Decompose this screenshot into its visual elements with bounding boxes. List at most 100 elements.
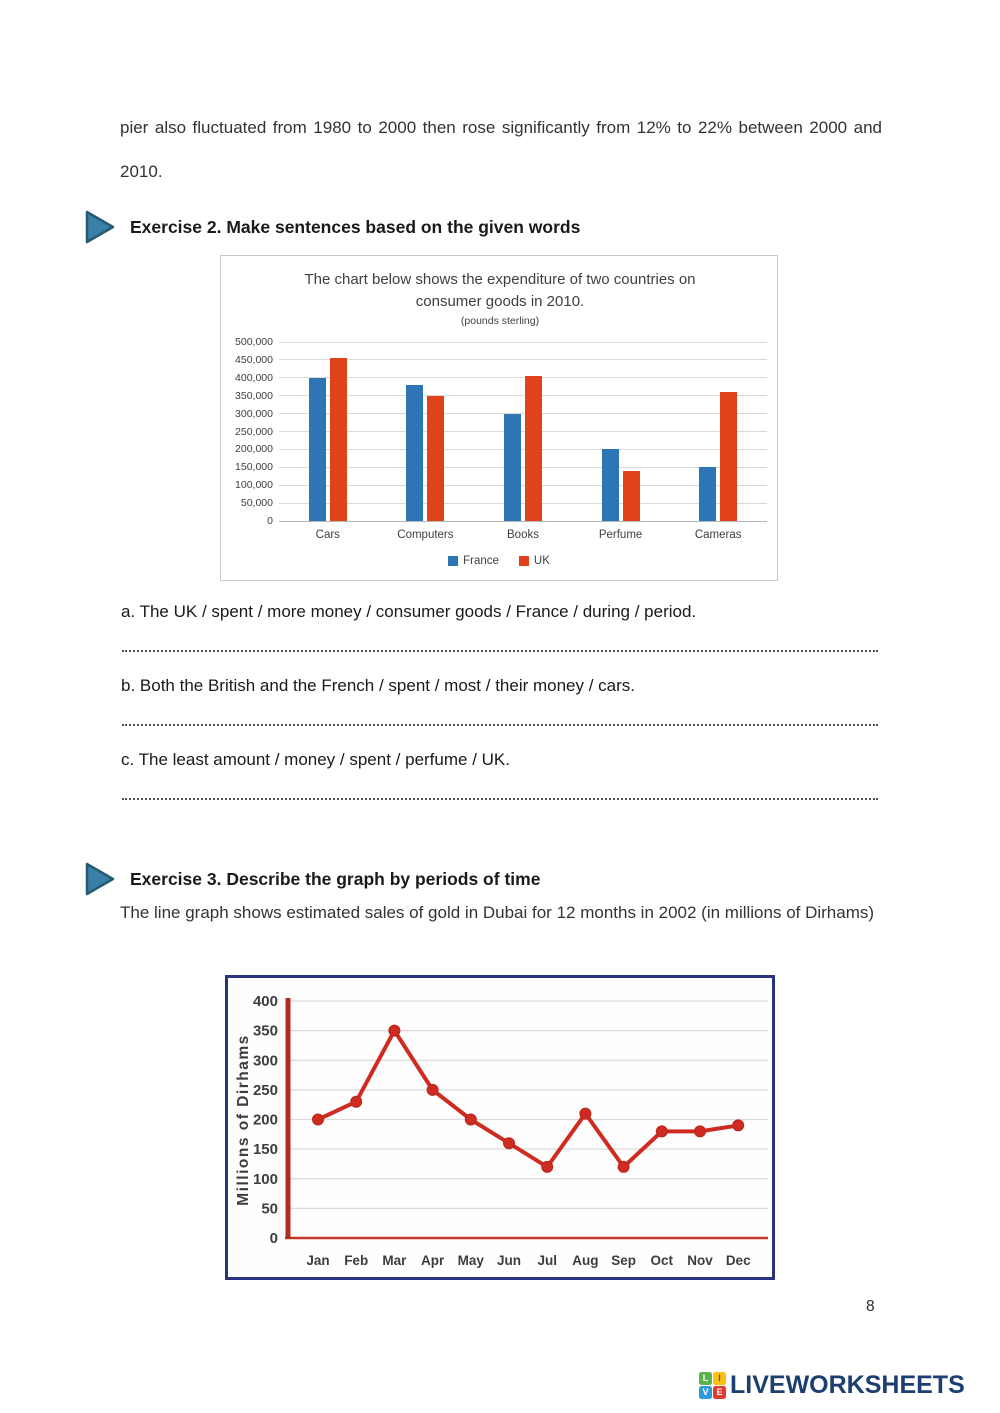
bar-uk-cameras — [720, 392, 738, 521]
liveworksheets-logo-text: LIVEWORKSHEETS — [730, 1371, 965, 1399]
exercise3-description: The line graph shows estimated sales of … — [120, 903, 875, 922]
line-y-tick: 250 — [253, 1082, 278, 1099]
bar-gridline — [279, 448, 767, 450]
line-marker-jul — [541, 1160, 554, 1173]
line-y-tick: 0 — [270, 1230, 278, 1247]
line-y-axis-title: Millions of Dirhams — [235, 1034, 252, 1205]
line-x-label-mar: Mar — [382, 1253, 407, 1268]
line-x-label-may: May — [458, 1253, 485, 1268]
answer-line-b[interactable] — [122, 708, 878, 726]
line-marker-sep — [617, 1160, 630, 1173]
line-marker-apr — [426, 1083, 439, 1096]
bar-y-tick: 400,000 — [235, 371, 273, 384]
bar-gridline — [279, 431, 767, 432]
question-b: b. Both the British and the French / spe… — [121, 676, 636, 695]
bar-chart-y-axis: 500,000 450,000 400,000 350,000 300,000 250,0… — [221, 336, 273, 527]
bar-france-books — [503, 413, 521, 521]
bar-y-tick: 450,000 — [235, 353, 273, 366]
answer-line-c[interactable] — [122, 782, 878, 800]
bar-group-books — [503, 376, 542, 521]
line-marker-may — [464, 1113, 477, 1126]
bar-gridline — [279, 502, 767, 504]
logo-tile-e: E — [713, 1386, 726, 1399]
line-chart-canvas: 0 50 100 150 200 250 300 350 400 Jan Feb Mar Apr May J… — [235, 993, 768, 1268]
bar-group-computers — [406, 384, 445, 521]
bar-gridline — [279, 341, 767, 343]
bar-france-cameras — [699, 467, 717, 521]
bar-uk-perfume — [622, 470, 640, 521]
answer-line-a[interactable] — [122, 634, 878, 652]
bar-chart-title: The chart below shows the expenditure of… — [304, 271, 696, 310]
triangle-arrow-icon — [85, 862, 115, 896]
line-x-label-jun: Jun — [497, 1253, 521, 1268]
line-x-label-dec: Dec — [726, 1253, 751, 1268]
bar-x-label-books: Books — [507, 529, 539, 541]
bar-group-cameras — [699, 392, 738, 521]
line-x-label-feb: Feb — [344, 1253, 368, 1268]
line-marker-dec — [732, 1119, 745, 1132]
bar-gridline — [279, 520, 767, 522]
bar-group-cars — [308, 358, 347, 521]
bar-x-label-cameras: Cameras — [694, 529, 742, 541]
bar-group-perfume — [601, 449, 640, 521]
bar-x-label-computers: Computers — [397, 529, 454, 541]
bar-gridline — [279, 359, 767, 361]
bar-y-tick: 150,000 — [235, 461, 273, 474]
line-x-label-oct: Oct — [651, 1253, 674, 1268]
exercise3-heading: Exercise 3. Describe the graph by period… — [130, 868, 541, 889]
bar-france-cars — [308, 377, 326, 521]
bar-gridline — [279, 484, 767, 486]
line-x-label-jul: Jul — [537, 1253, 557, 1268]
bar-france-perfume — [601, 449, 619, 521]
bar-chart-plot-area — [279, 341, 767, 522]
page-number: 8 — [866, 1298, 875, 1315]
bar-y-tick: 200,000 — [235, 443, 273, 456]
bar-chart-legend: France UK — [221, 555, 777, 567]
line-marker-jun — [503, 1137, 515, 1150]
bar-gridline — [279, 466, 767, 468]
line-x-label-aug: Aug — [572, 1253, 598, 1268]
line-x-label-apr: Apr — [421, 1253, 445, 1268]
bar-gridline — [279, 377, 767, 379]
exercise2-heading: Exercise 2. Make sentences based on the … — [130, 216, 581, 237]
line-y-tick: 100 — [253, 1171, 278, 1188]
exercise3-heading-row: Exercise 3. Describe the graph by period… — [85, 862, 540, 896]
bar-y-tick: 250,000 — [235, 425, 273, 438]
line-y-tick: 50 — [261, 1200, 278, 1217]
line-series-gold-sales — [316, 1028, 741, 1169]
bar-x-label-perfume: Perfume — [598, 529, 643, 541]
bar-y-tick: 50,000 — [240, 497, 273, 510]
bar-x-label-cars: Cars — [315, 529, 340, 541]
line-marker-nov — [694, 1125, 706, 1138]
bar-uk-books — [524, 376, 542, 521]
logo-tile-l: L — [699, 1372, 712, 1385]
bar-france-computers — [406, 384, 424, 521]
question-a: a. The UK / spent / more money / consume… — [121, 602, 697, 621]
line-y-tick: 350 — [253, 1023, 278, 1040]
bar-y-tick: 0 — [267, 515, 273, 527]
legend-label-france: France — [463, 555, 499, 567]
legend-item-france: France — [448, 555, 499, 567]
bar-gridline — [279, 395, 767, 397]
line-y-tick: 400 — [253, 993, 278, 1010]
bar-chart-subtitle: (pounds sterling) — [460, 315, 540, 327]
bar-gridline — [279, 413, 767, 415]
logo-tile-v: V — [699, 1386, 712, 1399]
legend-swatch-uk — [518, 556, 529, 566]
legend-label-uk: UK — [533, 555, 550, 567]
bar-y-tick: 100,000 — [235, 479, 273, 492]
bar-chart: The chart below shows the expenditure of… — [220, 255, 778, 581]
line-y-tick: 300 — [253, 1052, 278, 1069]
line-marker-mar — [388, 1024, 401, 1037]
intro-paragraph: pier also fluctuated from 1980 to 2000 t… — [120, 118, 882, 181]
line-x-label-sep: Sep — [611, 1253, 636, 1268]
bar-y-tick: 500,000 — [235, 336, 273, 348]
bar-y-tick: 300,000 — [235, 407, 273, 420]
line-x-label-nov: Nov — [687, 1253, 713, 1268]
exercise2-heading-row: Exercise 2. Make sentences based on the … — [85, 210, 580, 244]
question-c: c. The least amount / money / spent / pe… — [121, 750, 510, 769]
line-marker-feb — [350, 1095, 363, 1108]
